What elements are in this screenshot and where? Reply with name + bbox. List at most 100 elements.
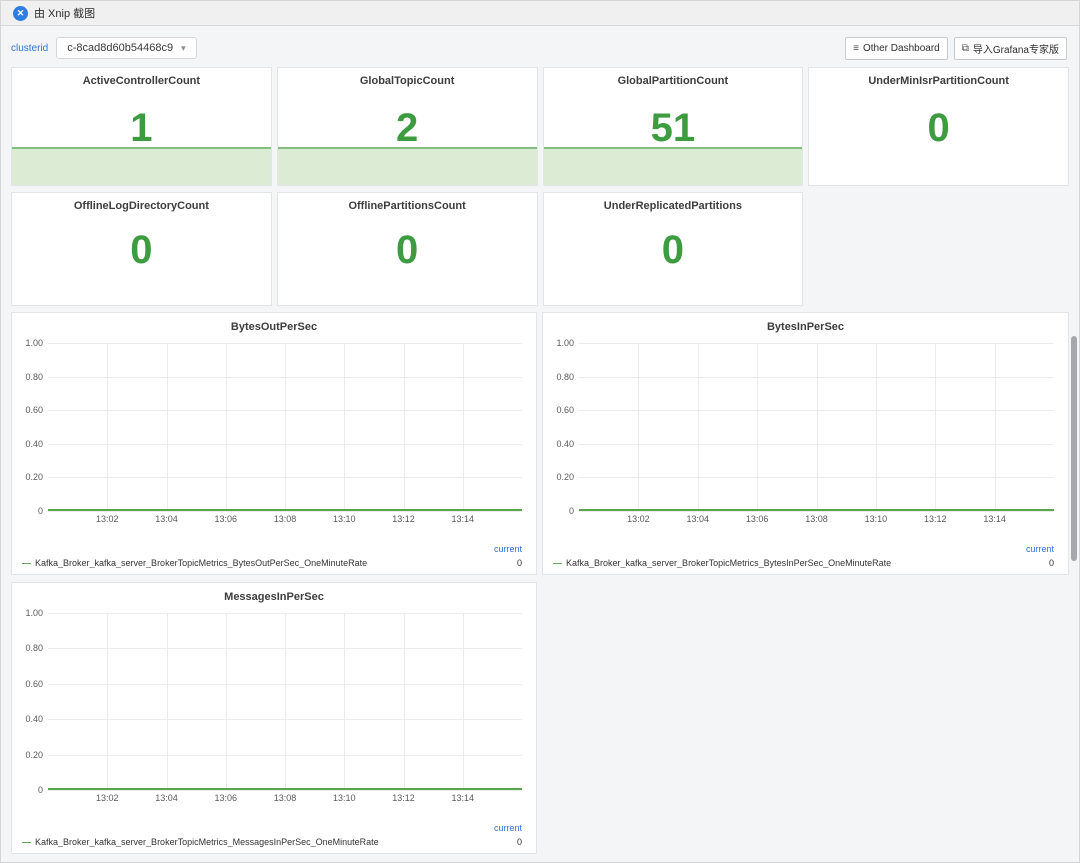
series-color-key-icon: — — [22, 558, 31, 568]
y-axis: 1.00 0.80 0.60 0.40 0.20 0 — [20, 338, 48, 516]
stat-value: 51 — [650, 105, 696, 150]
y-axis-tick-label: 0.80 — [556, 371, 574, 382]
import-grafana-button[interactable]: ⧉ 导入Grafana专家版 — [953, 36, 1067, 60]
x-axis-tick-label: 13:14 — [983, 514, 1006, 524]
x-axis-tick-label: 13:02 — [627, 514, 650, 524]
x-axis-tick-label: 13:12 — [923, 514, 947, 524]
window-title: 由 Xnip 截图 — [34, 8, 96, 20]
stat-sparkline-fill — [543, 147, 803, 185]
x-axis-tick-label: 13:04 — [686, 514, 710, 524]
gridline-vertical — [403, 343, 405, 511]
series-flat-line — [48, 509, 522, 511]
x-axis-tick-label: 13:14 — [451, 514, 475, 524]
stat-value: 0 — [396, 228, 419, 273]
y-axis: 1.00 0.80 0.60 0.40 0.20 0 — [551, 338, 579, 516]
chart-title[interactable]: MessagesInPerSec — [224, 591, 324, 603]
stat-panel-title[interactable]: OfflineLogDirectoryCount — [73, 200, 209, 212]
x-axis-tick-label: 13:02 — [95, 514, 119, 524]
y-axis-tick-label: 0.80 — [25, 371, 43, 382]
gridline-vertical — [757, 343, 759, 511]
stat-panel-title[interactable]: GlobalPartitionCount — [617, 75, 729, 87]
vertical-scrollbar-thumb[interactable] — [1071, 336, 1077, 561]
x-axis: 13:02 13:04 13:06 13:08 13:10 13:12 13:14 — [48, 790, 522, 805]
stat-panel-active-controller-count: ActiveControllerCount 1 — [11, 67, 272, 186]
x-axis-tick-label: 13:14 — [451, 793, 475, 803]
plot-area[interactable] — [579, 343, 1054, 512]
legend-series-toggle[interactable]: — Kafka_Broker_kafka_server_BrokerTopicMe… — [553, 558, 892, 568]
stat-panel-global-partition-count: GlobalPartitionCount 51 — [542, 67, 804, 186]
stat-panel-grid: ActiveControllerCount 1 GlobalTopicCount… — [11, 67, 1069, 306]
y-axis-tick-label: 0.80 — [25, 643, 43, 654]
chart-body: 1.00 0.80 0.60 0.40 0.20 0 13:02 13:04 13:06 13:… — [20, 608, 522, 805]
x-axis-tick-label: 13:08 — [805, 514, 828, 524]
legend-series-toggle[interactable]: — Kafka_Broker_kafka_server_BrokerTopicMe… — [22, 558, 368, 568]
list-icon: ≡ — [853, 42, 859, 54]
y-axis-tick-label: 0.40 — [25, 714, 43, 725]
chart-legend: current — Kafka_Broker_kafka_server_Broke… — [22, 544, 522, 568]
series-flat-line — [579, 509, 1054, 511]
stat-panel-title[interactable]: GlobalTopicCount — [359, 75, 455, 87]
chart-legend: current — Kafka_Broker_kafka_server_Broke… — [22, 823, 522, 847]
legend-current-header: current — [493, 544, 522, 554]
chart-body: 1.00 0.80 0.60 0.40 0.20 0 13:02 13:04 13:06 13:… — [551, 338, 1054, 526]
series-color-key-icon: — — [22, 837, 31, 847]
stat-panel-under-replicated-partitions: UnderReplicatedPartitions 0 — [542, 192, 804, 306]
y-axis-tick-label: 1.00 — [25, 338, 43, 348]
x-axis: 13:02 13:04 13:06 13:08 13:10 13:12 13:14 — [579, 511, 1054, 526]
chart-panel-messages-in-per-sec: MessagesInPerSec 1.00 0.80 0.60 0.40 0.20 0 1… — [11, 582, 537, 854]
x-axis-tick-label: 13:04 — [155, 793, 178, 803]
stat-value: 0 — [661, 228, 684, 273]
x-axis-tick-label: 13:04 — [155, 514, 178, 524]
gridline-horizontal — [48, 790, 522, 791]
y-axis-tick-label: 0.20 — [25, 472, 43, 483]
window-titlebar: ✕ 由 Xnip 截图 — [1, 1, 1079, 26]
x-axis-tick-label: 13:10 — [332, 514, 356, 524]
x-axis-tick-label: 13:10 — [332, 793, 356, 803]
stat-panel-title[interactable]: OfflinePartitionsCount — [348, 200, 466, 212]
legend-current-header: current — [1025, 544, 1054, 554]
stat-panel-title[interactable]: UnderReplicatedPartitions — [603, 200, 742, 212]
series-flat-line — [48, 788, 522, 790]
gridline-vertical — [875, 343, 877, 511]
y-axis-tick-label: 0 — [37, 785, 43, 795]
gridline-vertical — [107, 343, 109, 511]
clusterid-label: clusterid — [11, 42, 49, 54]
x-axis-tick-label: 13:12 — [392, 793, 415, 803]
legend-current-value: 0 — [516, 558, 522, 568]
chevron-down-icon: ▾ — [181, 42, 186, 53]
gridline-vertical — [403, 613, 405, 790]
chart-title[interactable]: BytesOutPerSec — [230, 321, 318, 333]
y-axis-tick-label: 1.00 — [556, 338, 574, 348]
y-axis-tick-label: 0.60 — [25, 678, 43, 689]
gridline-vertical — [344, 343, 346, 511]
legend-row: — Kafka_Broker_kafka_server_BrokerTopicMe… — [22, 558, 522, 568]
cluster-select-dropdown[interactable]: c-8cad8d60b54468c9 ▾ — [56, 37, 197, 59]
chart-body: 1.00 0.80 0.60 0.40 0.20 0 13:02 13:04 13:06 13:… — [20, 338, 522, 526]
series-color-key-icon: — — [553, 558, 562, 568]
plot-area[interactable] — [48, 613, 522, 791]
gridline-vertical — [225, 613, 227, 790]
x-axis-tick-label: 13:08 — [273, 793, 297, 803]
y-axis: 1.00 0.80 0.60 0.40 0.20 0 — [20, 608, 48, 795]
x-axis-tick-label: 13:12 — [392, 514, 415, 524]
chart-title[interactable]: BytesInPerSec — [766, 321, 845, 333]
stat-panel-title[interactable]: ActiveControllerCount — [82, 75, 201, 87]
plot-area[interactable] — [48, 343, 522, 512]
y-axis-tick-label: 0.20 — [25, 749, 43, 760]
legend-current-value: 0 — [1048, 558, 1054, 568]
other-dashboard-button[interactable]: ≡ Other Dashboard — [845, 36, 948, 60]
legend-series-toggle[interactable]: — Kafka_Broker_kafka_server_BrokerTopicMe… — [22, 837, 379, 847]
gridline-vertical — [994, 343, 996, 511]
dashboard-toolbar: clusterid c-8cad8d60b54468c9 ▾ ≡ Other D… — [11, 35, 1067, 61]
stat-panel-offline-partitions-count: OfflinePartitionsCount 0 — [276, 192, 538, 306]
x-axis-tick-label: 13:06 — [214, 514, 238, 524]
import-grafana-label: 导入Grafana专家版 — [972, 44, 1059, 56]
gridline-vertical — [462, 613, 464, 790]
gridline-vertical — [697, 343, 699, 511]
y-axis-tick-label: 0.40 — [556, 438, 574, 449]
stat-panel-under-min-isr-partition-count: UnderMinIsrPartitionCount 0 — [808, 67, 1069, 186]
stat-panel-title[interactable]: UnderMinIsrPartitionCount — [868, 75, 1009, 87]
x-axis-tick-label: 13:10 — [864, 514, 888, 524]
y-axis-tick-label: 1.00 — [25, 608, 43, 618]
